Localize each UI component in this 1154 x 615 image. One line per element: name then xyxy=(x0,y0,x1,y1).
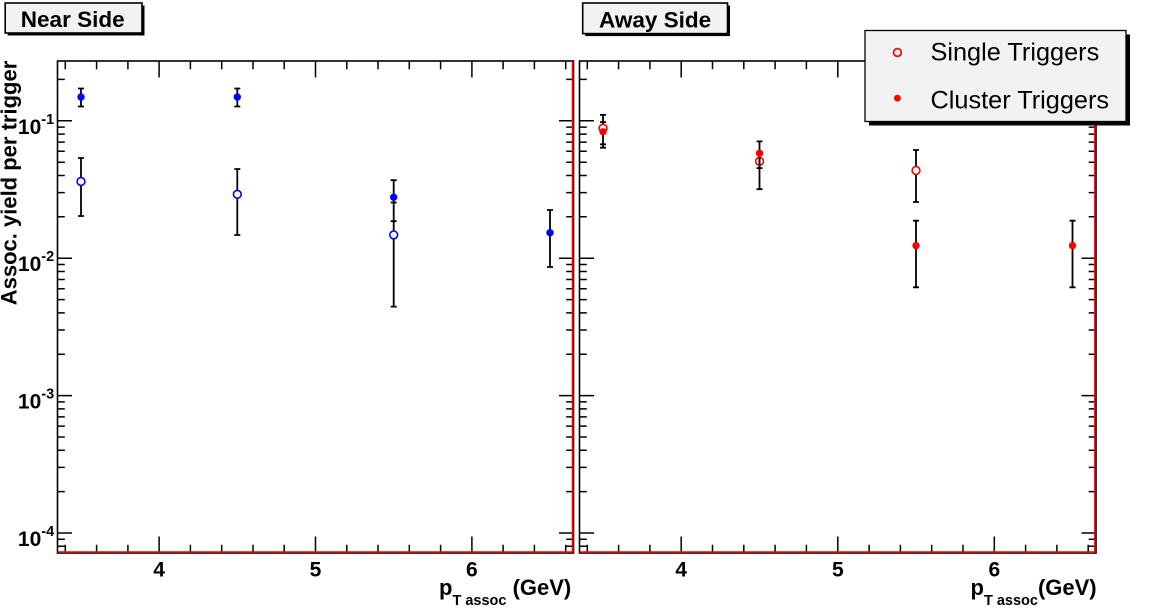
svg-text:Near Side: Near Side xyxy=(21,7,125,32)
svg-text:4: 4 xyxy=(675,559,687,582)
svg-text:Cluster Triggers: Cluster Triggers xyxy=(931,87,1110,115)
svg-text:10-1: 10-1 xyxy=(18,112,54,139)
svg-text:Single Triggers: Single Triggers xyxy=(931,39,1100,67)
svg-text:5: 5 xyxy=(832,559,844,582)
svg-text:5: 5 xyxy=(310,559,322,582)
svg-text:6: 6 xyxy=(988,559,1000,582)
svg-text:Away Side: Away Side xyxy=(599,8,711,33)
svg-text:6: 6 xyxy=(466,559,478,582)
svg-text:4: 4 xyxy=(153,559,165,582)
svg-text:Assoc. yield per trigger: Assoc. yield per trigger xyxy=(0,60,22,305)
